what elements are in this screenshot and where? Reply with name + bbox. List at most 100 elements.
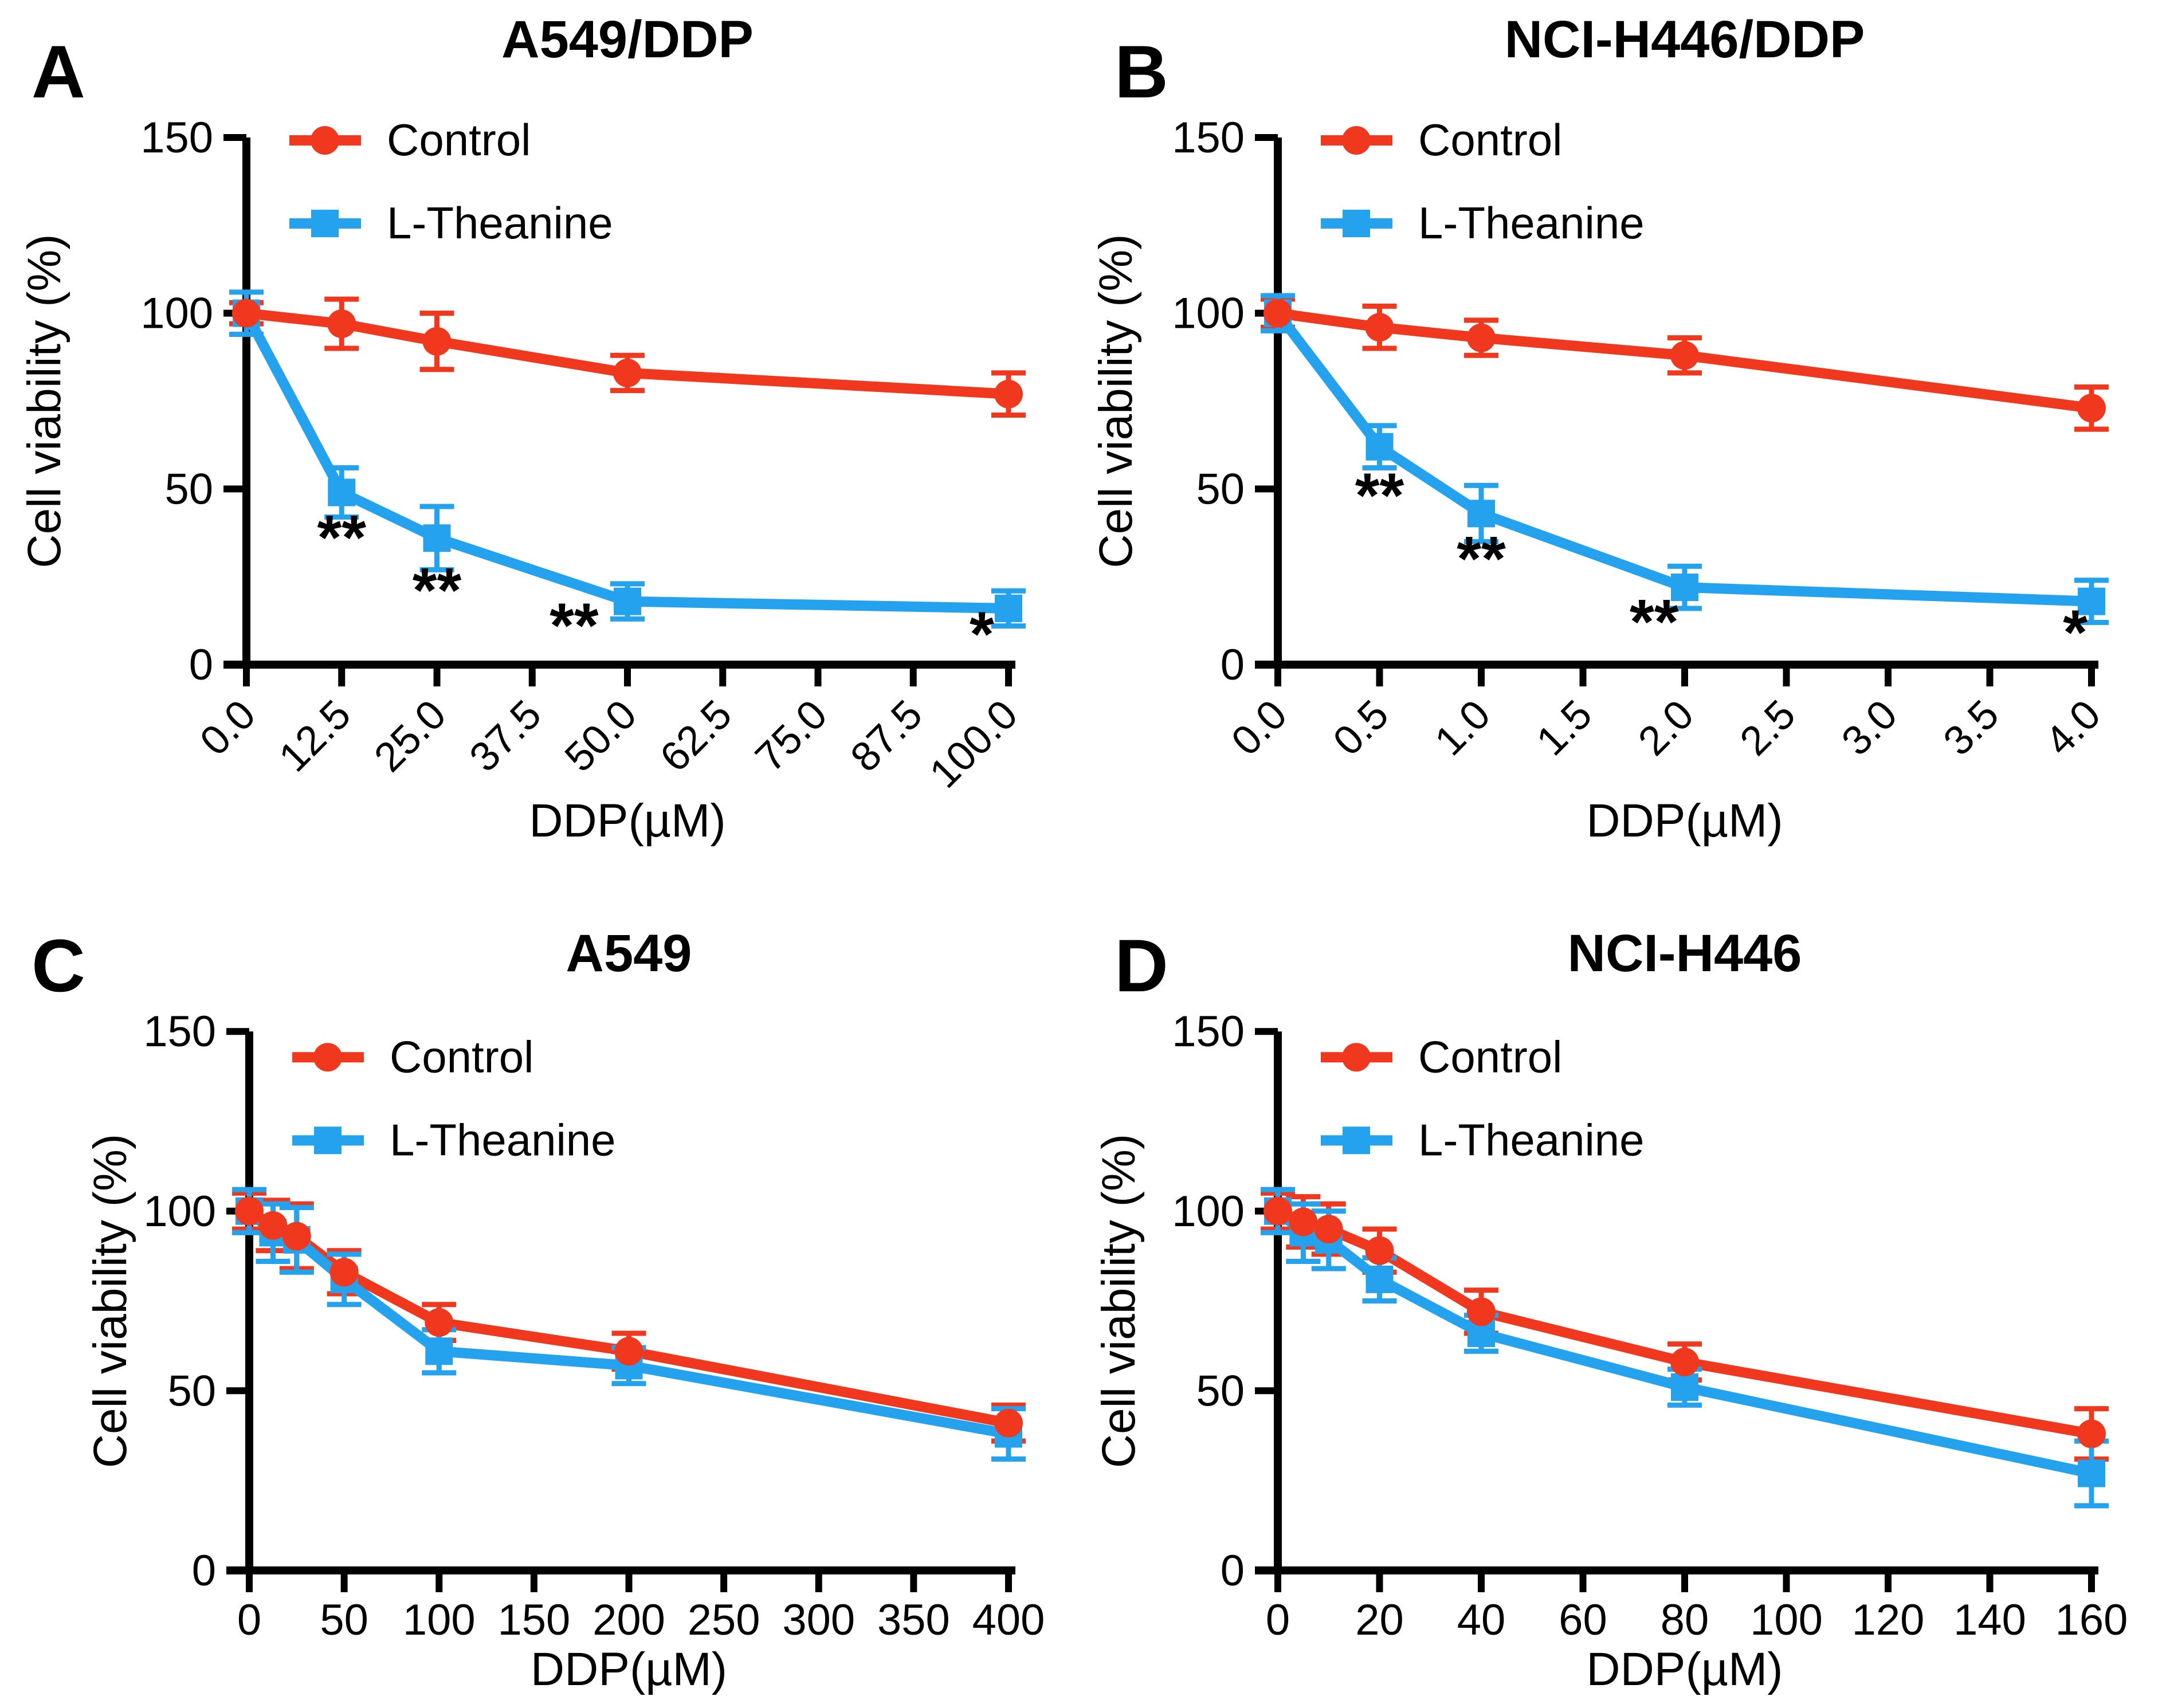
- x-tick-label: 75.0: [747, 692, 836, 781]
- legend: Control L-Theanine: [292, 1031, 616, 1165]
- x-tick-label: 140: [1953, 1596, 2026, 1644]
- x-tick-label: 100.0: [921, 692, 1026, 797]
- legend-marker-square: [314, 1126, 342, 1155]
- data-point-marker: [425, 1337, 453, 1365]
- legend-marker-circle: [1342, 126, 1371, 155]
- panel-letter: D: [1115, 924, 1168, 1007]
- x-tick-label: 1.5: [1528, 692, 1600, 764]
- chart-title: NCI-H446: [1568, 924, 1802, 983]
- x-tick-label: 1.0: [1426, 692, 1499, 764]
- data-point-marker: [1670, 341, 1699, 370]
- data-point-marker: [2077, 1419, 2106, 1448]
- x-tick-label: 120: [1852, 1596, 1925, 1644]
- data-point-marker: [327, 309, 356, 339]
- data-point-marker: [613, 358, 642, 387]
- y-tick-label: 0: [189, 641, 213, 689]
- data-point-marker: [1467, 323, 1496, 352]
- y-axis-label: Cell viability (%): [18, 234, 70, 568]
- markers-control: [1264, 1196, 2106, 1448]
- data-point-marker: [425, 1308, 454, 1337]
- data-point-marker: [1365, 1236, 1394, 1265]
- y-tick-label: 100: [1172, 289, 1245, 338]
- y-tick-label: 50: [1196, 465, 1245, 513]
- data-point-marker: [994, 379, 1023, 409]
- x-tick-label: 100: [403, 1596, 476, 1644]
- y-tick-label: 150: [143, 1007, 216, 1056]
- x-tick-label: 50: [320, 1596, 368, 1644]
- panel-letter: A: [32, 30, 85, 113]
- series-l-theanine: [232, 1187, 1026, 1462]
- panel-c: C A549 0 50 100 150 0 50 100 150 200 250 300 350 400 DD…: [0, 854, 1083, 1708]
- y-axis-ticks: 0 50 100 150: [140, 113, 246, 689]
- x-axis-label: DDP(µM): [531, 1643, 727, 1695]
- legend-label: Control: [387, 115, 531, 165]
- data-point-marker: [1264, 299, 1292, 328]
- y-tick-label: 0: [192, 1546, 216, 1595]
- panel-c-chart: C A549 0 50 100 150 0 50 100 150 200 250 300 350 400 DD…: [32, 924, 1045, 1695]
- y-tick-label: 150: [1172, 113, 1245, 162]
- data-point-marker: [1467, 1297, 1496, 1326]
- data-point-marker: [1264, 1196, 1292, 1226]
- data-point-marker: [1671, 1373, 1698, 1401]
- series-control: [1261, 1190, 2109, 1462]
- y-tick-label: 50: [1196, 1367, 1245, 1415]
- panel-a: A A549/DDP 0 50 100 150 0.0 12.5 25.0 37.5 50.0 62.…: [0, 0, 1083, 854]
- legend-marker-square: [1343, 210, 1370, 237]
- series-l-theanine: [229, 289, 1026, 629]
- legend-marker-square: [1343, 1126, 1370, 1155]
- x-tick-label: 3.0: [1833, 692, 1906, 764]
- legend-marker-circle: [311, 126, 339, 155]
- legend-marker-square: [311, 210, 339, 237]
- data-point-marker: [328, 478, 356, 506]
- significance-asterisk: *: [2063, 598, 2087, 668]
- x-tick-label: 20: [1355, 1596, 1404, 1644]
- x-tick-label: 62.5: [652, 692, 741, 781]
- chart-title: A549/DDP: [501, 10, 754, 69]
- data-point-marker: [1467, 500, 1495, 528]
- x-tick-label: 0.5: [1324, 692, 1397, 764]
- y-tick-label: 100: [1172, 1187, 1245, 1236]
- y-tick-label: 0: [1221, 1546, 1245, 1595]
- x-tick-label: 40: [1457, 1596, 1506, 1644]
- chart-title: A549: [566, 924, 692, 983]
- legend-label: Control: [1418, 115, 1562, 165]
- y-tick-label: 150: [1172, 1007, 1245, 1056]
- x-tick-label: 350: [877, 1596, 950, 1644]
- panel-a-chart: A A549/DDP 0 50 100 150 0.0 12.5 25.0 37.5 50.0 62.…: [18, 10, 1026, 847]
- x-tick-label: 150: [497, 1596, 570, 1644]
- legend-label: L-Theanine: [1418, 198, 1645, 248]
- x-tick-label: 0.0: [1223, 692, 1296, 764]
- panel-letter: C: [32, 924, 85, 1007]
- x-tick-label: 50.0: [556, 692, 646, 781]
- data-point-marker: [1289, 1207, 1318, 1236]
- data-point-marker: [2078, 1459, 2105, 1487]
- y-tick-label: 150: [140, 113, 213, 162]
- y-axis-ticks: 0 50 100 150: [143, 1007, 249, 1595]
- x-axis-label: DDP(µM): [529, 795, 725, 847]
- data-point-marker: [614, 1337, 643, 1366]
- data-point-marker: [1365, 433, 1394, 461]
- x-tick-label: 12.5: [270, 692, 360, 781]
- x-axis-label: DDP(µM): [1586, 795, 1783, 847]
- legend: Control L-Theanine: [1321, 115, 1645, 248]
- significance-annotations: *******: [1355, 460, 2088, 668]
- data-point-marker: [232, 299, 261, 328]
- x-tick-label: 300: [782, 1596, 855, 1644]
- legend-label: L-Theanine: [1418, 1114, 1645, 1165]
- x-tick-label: 2.0: [1630, 692, 1702, 764]
- y-axis-label: Cell viability (%): [1093, 1134, 1145, 1469]
- data-point-marker: [1671, 574, 1698, 602]
- panel-d: D NCI-H446 0 50 100 150 0 20 40 60 80 100 120 140 160 D…: [1083, 854, 2166, 1708]
- legend-label: L-Theanine: [387, 198, 613, 248]
- significance-asterisk: **: [1630, 587, 1679, 657]
- x-tick-label: 37.5: [461, 692, 550, 781]
- x-tick-label: 25.0: [366, 692, 455, 781]
- y-axis-ticks: 0 50 100 150: [1172, 113, 1278, 689]
- axes: [1255, 138, 2098, 669]
- legend-marker-circle: [313, 1043, 342, 1072]
- data-point-marker: [1365, 313, 1394, 342]
- x-tick-label: 80: [1661, 1596, 1709, 1644]
- axes: [226, 1031, 1015, 1574]
- x-axis-ticks: 0.0 0.5 1.0 1.5 2.0 2.5 3.0 3.5 4.0: [1223, 665, 2109, 764]
